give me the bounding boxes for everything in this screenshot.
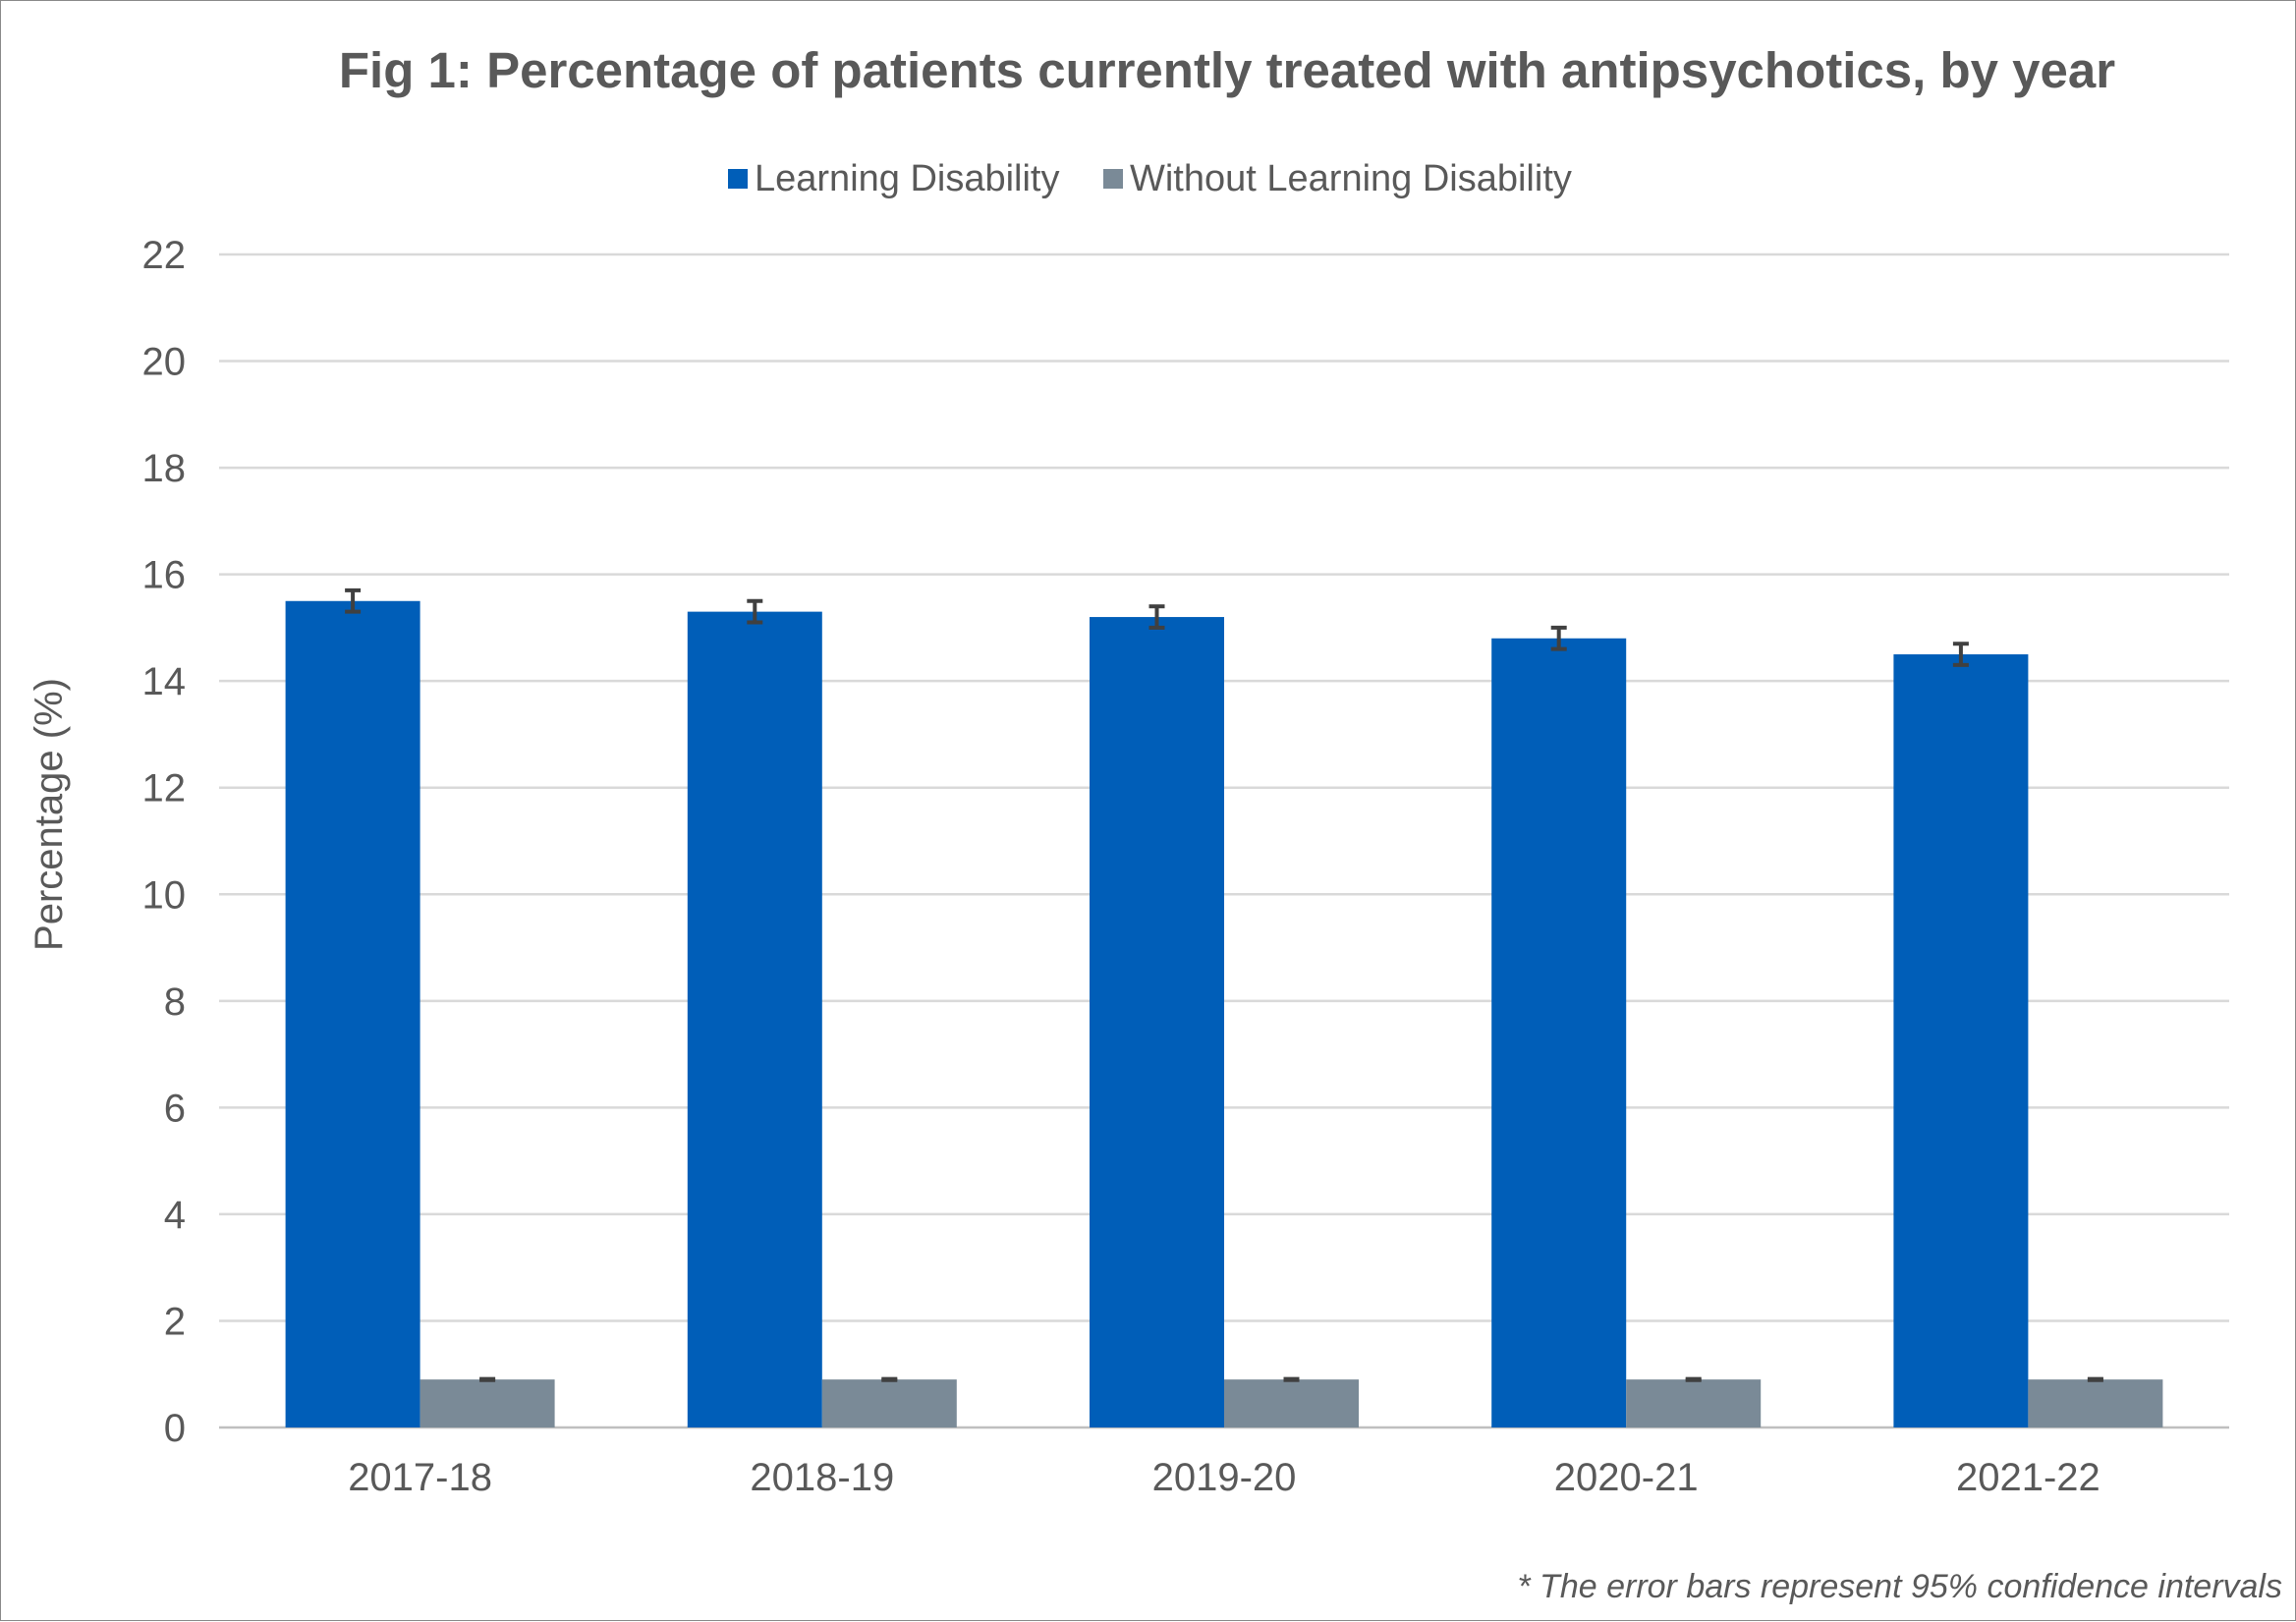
- error-bar: [2087, 1376, 2103, 1382]
- bars: [285, 600, 2163, 1427]
- y-tick-label: 14: [142, 660, 187, 703]
- x-tick-label: 2021-22: [1956, 1456, 2100, 1499]
- x-tick-label: 2019-20: [1152, 1456, 1297, 1499]
- x-tick-label: 2020-21: [1554, 1456, 1699, 1499]
- y-tick-label: 4: [164, 1194, 186, 1237]
- error-bar: [1283, 1376, 1300, 1382]
- bar-without-learning-disability: [821, 1379, 957, 1427]
- legend-swatch-without-learning-disability: [1103, 169, 1123, 189]
- error-bar: [747, 598, 763, 625]
- bar-without-learning-disability: [2028, 1379, 2163, 1427]
- y-tick-label: 20: [142, 341, 187, 384]
- bar-learning-disability: [285, 600, 420, 1427]
- y-tick-label: 0: [164, 1407, 186, 1450]
- y-axis-label: Percentage (%): [28, 678, 71, 951]
- bar-without-learning-disability: [1224, 1379, 1359, 1427]
- bar-learning-disability: [1090, 617, 1224, 1427]
- y-tick-label: 18: [142, 447, 187, 490]
- error-bar: [1550, 625, 1567, 651]
- bar-without-learning-disability: [420, 1379, 555, 1427]
- y-tick-label: 22: [142, 234, 187, 277]
- legend-swatch-learning-disability: [728, 169, 748, 189]
- y-tick-label: 12: [142, 767, 187, 811]
- error-bar: [479, 1376, 496, 1382]
- error-bar: [345, 587, 362, 614]
- error-bar: [1148, 604, 1165, 630]
- chart-title: Fig 1: Percentage of patients currently …: [339, 42, 2115, 98]
- bar-without-learning-disability: [1626, 1379, 1762, 1427]
- legend-label-learning-disability: Learning Disability: [755, 158, 1060, 199]
- bar-learning-disability: [687, 611, 822, 1427]
- legend-label-without-learning-disability: Without Learning Disability: [1130, 158, 1572, 199]
- legend: Learning Disability Without Learning Dis…: [728, 158, 1572, 199]
- y-tick-label: 10: [142, 873, 187, 917]
- x-tick-label: 2017-18: [348, 1456, 492, 1499]
- error-bars: [345, 587, 2103, 1382]
- error-bar: [881, 1376, 898, 1382]
- y-tick-label: 8: [164, 980, 186, 1024]
- x-axis-ticks: 2017-18 2018-19 2019-20 2020-21 2021-22: [348, 1456, 2100, 1499]
- bar-learning-disability: [1491, 638, 1627, 1427]
- error-bar: [1952, 642, 1969, 667]
- error-bar: [1685, 1376, 1702, 1382]
- y-tick-label: 16: [142, 554, 187, 597]
- y-tick-label: 6: [164, 1087, 186, 1130]
- y-tick-label: 2: [164, 1300, 186, 1343]
- x-tick-label: 2018-19: [750, 1456, 894, 1499]
- y-axis-ticks: 0 2 4 6 8 10 12 14 16 18 20 22: [142, 234, 187, 1450]
- footnote: * The error bars represent 95% confidenc…: [1517, 1568, 2282, 1605]
- bar-learning-disability: [1893, 654, 2029, 1427]
